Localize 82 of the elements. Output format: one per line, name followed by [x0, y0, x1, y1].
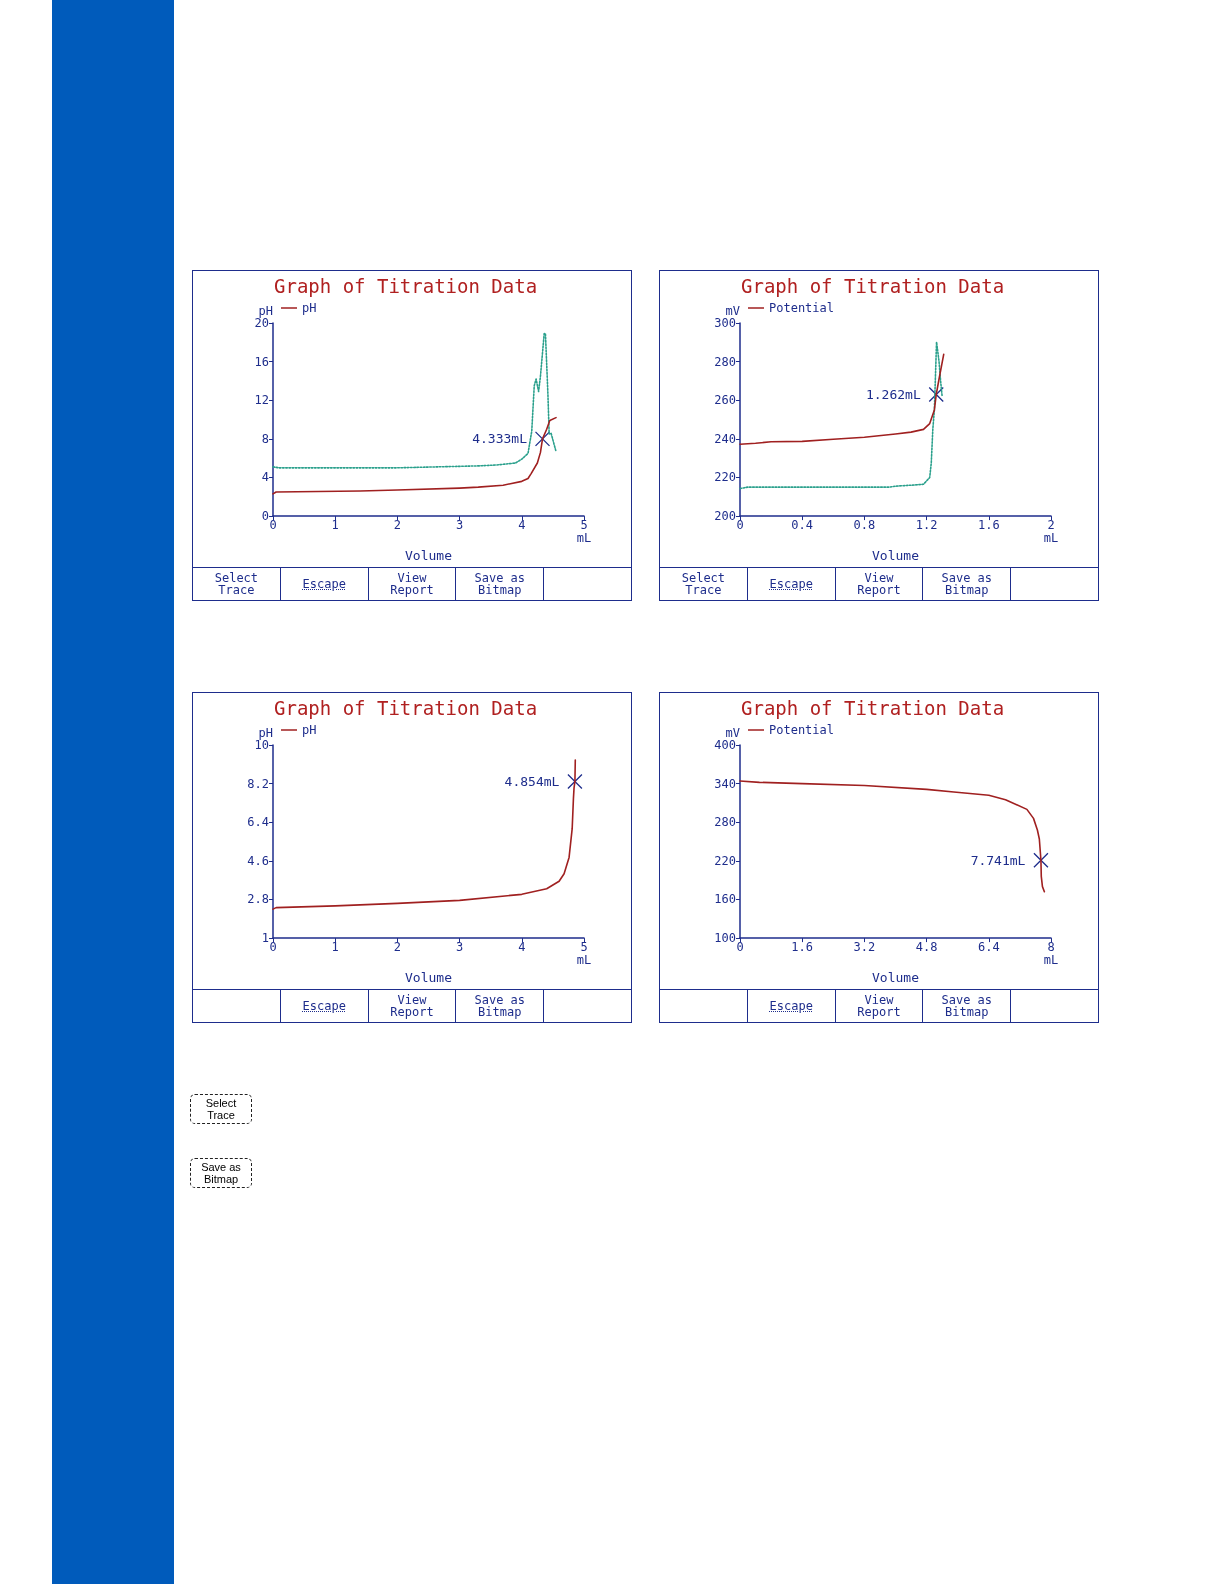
x-tick-label: 3 — [455, 939, 464, 954]
y-tick-label: 100 — [714, 931, 736, 946]
x-tick-label: 1.6 — [977, 517, 1000, 532]
y-tick-label: 200 — [714, 509, 736, 524]
y-tick-label: 8.2 — [247, 776, 269, 791]
line-series — [739, 353, 945, 446]
annotation: 7.741mL — [970, 852, 1026, 868]
x-tick-label: 0.4 — [791, 517, 814, 532]
text: Save as Bitmap — [473, 993, 527, 1019]
text: Save as Bitmap — [940, 993, 994, 1019]
line-series — [272, 416, 557, 495]
x-tick-label: 1.6 — [791, 939, 814, 954]
x-tick-label: 4 — [518, 939, 526, 954]
y-axis-title: pH — [258, 726, 273, 740]
x-tick-label: 2 mL — [1043, 517, 1059, 545]
text: View Report — [389, 993, 435, 1019]
y-tick-label: 10 — [254, 738, 269, 752]
text: Save as Bitmap — [473, 571, 527, 597]
text: View Report — [856, 571, 902, 597]
legend-label: pH — [302, 723, 317, 737]
chart-title: Graph of Titration Data — [741, 696, 1005, 719]
x-tick-label: 1 — [331, 939, 339, 954]
x-tick-label: 1 — [331, 517, 339, 532]
x-tick-label: 4 — [518, 517, 526, 532]
x-tick-label: 1.2 — [915, 517, 938, 532]
y-tick-label: 12 — [254, 393, 269, 408]
text: Escape — [769, 577, 813, 591]
y-axis-title: mV — [725, 726, 740, 740]
x-tick-label: 5 mL — [576, 517, 592, 545]
x-tick-label: 5 mL — [576, 939, 592, 967]
text: Select Trace — [213, 571, 260, 597]
y-tick-label: 400 — [714, 738, 736, 752]
x-tick-label: 2 — [393, 939, 402, 954]
y-tick-label: 220 — [714, 470, 736, 485]
legend-label: pH — [302, 301, 317, 315]
text: View Report — [389, 571, 435, 597]
annotation: 4.333mL — [472, 431, 528, 447]
y-tick-label: 20 — [254, 316, 269, 330]
annotation: 4.854mL — [504, 773, 560, 789]
y-tick-label: 220 — [714, 853, 736, 868]
y-tick-label: 300 — [714, 316, 736, 330]
text: Select Trace — [204, 1097, 238, 1121]
chart-title: Graph of Titration Data — [741, 274, 1005, 297]
y-tick-label: 2.8 — [247, 892, 269, 907]
y-tick-label: 260 — [714, 393, 736, 408]
x-axis-title: Volume — [405, 548, 453, 563]
chart-title: Graph of Titration Data — [274, 274, 538, 297]
legend-label: Potential — [769, 723, 835, 737]
y-tick-label: 280 — [714, 354, 736, 369]
y-tick-label: 6.4 — [247, 815, 269, 830]
x-tick-label: 3.2 — [853, 939, 876, 954]
text: Select Trace — [680, 571, 727, 597]
text: Save as Bitmap — [940, 571, 994, 597]
annotation: 1.262mL — [865, 386, 921, 402]
y-tick-label: 240 — [714, 431, 736, 446]
text: Escape — [302, 577, 346, 591]
x-tick-label: 4.8 — [915, 939, 938, 954]
line-series — [739, 341, 943, 490]
y-tick-label: 16 — [254, 354, 269, 369]
x-tick-label: 3 — [455, 517, 464, 532]
legend-label: Potential — [769, 301, 835, 315]
x-axis-title: Volume — [872, 548, 920, 563]
y-tick-label: 4.6 — [247, 853, 269, 868]
y-tick-label: 4 — [261, 470, 269, 485]
line-series — [272, 332, 557, 469]
x-tick-label: 0.8 — [853, 517, 876, 532]
text: Save as Bitmap — [200, 1161, 242, 1185]
y-tick-label: 340 — [714, 776, 736, 791]
x-tick-label: 2 — [393, 517, 402, 532]
text: Escape — [302, 999, 346, 1013]
chart-title: Graph of Titration Data — [274, 696, 538, 719]
y-tick-label: 280 — [714, 815, 736, 830]
x-axis-title: Volume — [872, 970, 920, 985]
text: Escape — [769, 999, 813, 1013]
y-tick-label: 160 — [714, 892, 736, 907]
x-tick-label: 8 mL — [1043, 939, 1059, 967]
y-tick-label: 8 — [261, 431, 269, 446]
x-axis-title: Volume — [405, 970, 453, 985]
x-tick-label: 6.4 — [977, 939, 1000, 954]
y-axis-title: mV — [725, 304, 740, 318]
text: View Report — [856, 993, 902, 1019]
y-axis-title: pH — [258, 304, 273, 318]
